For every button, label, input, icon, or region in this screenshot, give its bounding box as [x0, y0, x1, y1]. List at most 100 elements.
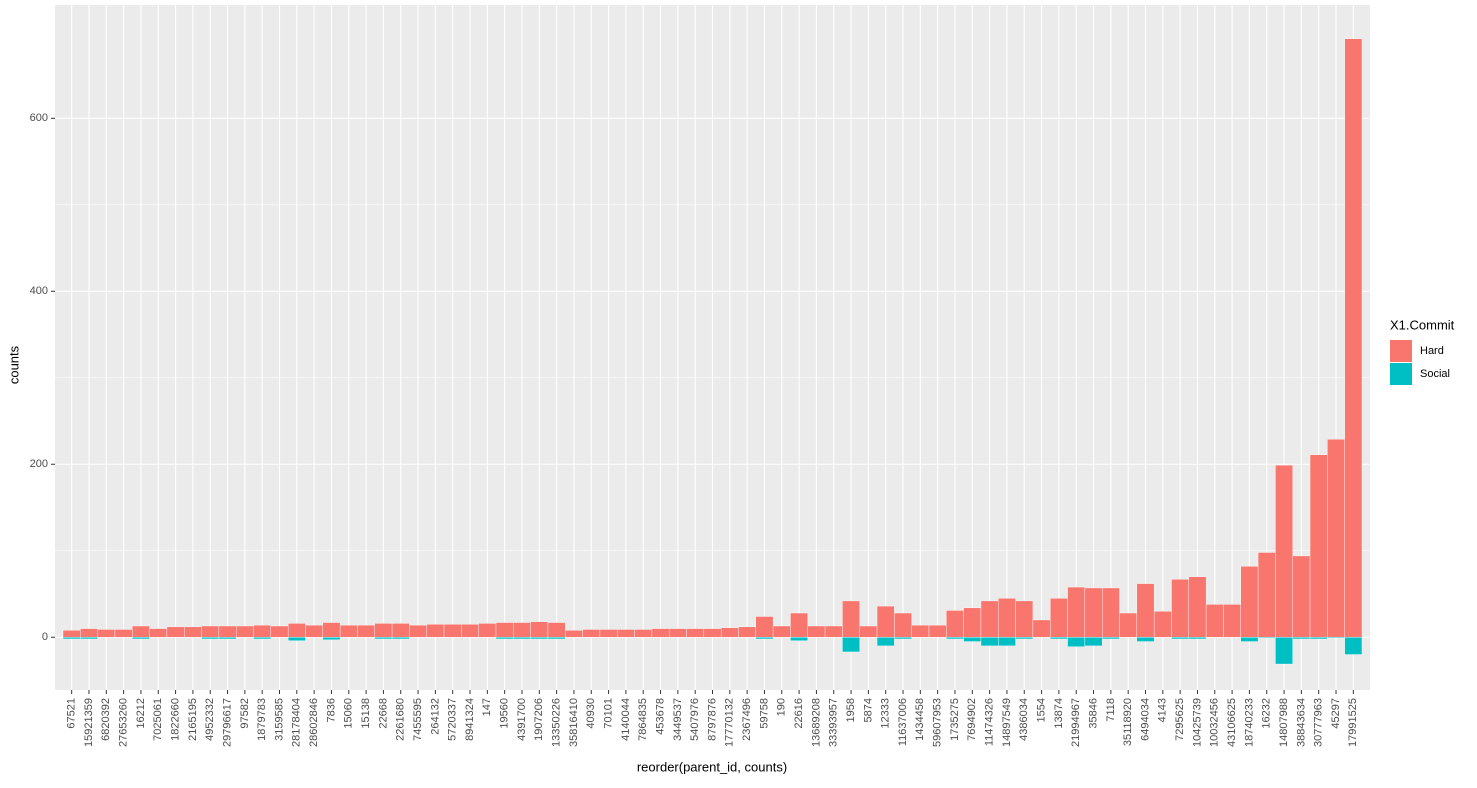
x-tick-label: 3449537 [672, 698, 684, 741]
y-tick-label: 400 [30, 285, 48, 297]
bar [287, 637, 306, 641]
bar [1119, 612, 1138, 638]
bar [184, 626, 202, 638]
x-tick-label: 1434458 [914, 698, 926, 741]
x-tick-label: 35816410 [568, 698, 580, 747]
x-tick-label: 70101 [602, 698, 614, 729]
bar [963, 607, 982, 638]
x-tick-label: 4140044 [620, 698, 632, 741]
x-tick-label: 45297 [1330, 698, 1342, 729]
x-tick-label: 6494034 [1139, 698, 1151, 741]
x-tick-label: 4391700 [516, 698, 528, 741]
x-tick-label: 2261680 [395, 698, 407, 741]
bar [772, 625, 791, 638]
bar [287, 623, 306, 638]
x-tick-label: 29796617 [221, 698, 233, 747]
x-tick-label: 7025061 [152, 698, 164, 741]
legend-key [1390, 340, 1412, 362]
x-tick-label: 1822660 [169, 698, 181, 741]
bar [114, 629, 133, 638]
x-tick-label: 7836 [325, 698, 337, 722]
x-tick-label: 21994967 [1070, 698, 1082, 747]
bar [218, 637, 237, 640]
x-tick-label: 97582 [239, 698, 251, 729]
bar [166, 626, 185, 638]
bar [946, 637, 964, 640]
bar [1101, 637, 1120, 640]
x-tick-label: 30777963 [1313, 698, 1325, 747]
x-tick-label: 5874 [862, 698, 874, 722]
bar [201, 637, 220, 640]
x-tick-label: 27653260 [118, 698, 130, 747]
bar [1309, 454, 1328, 638]
x-tick-label: 453678 [654, 698, 666, 735]
grid [55, 5, 1370, 690]
bar [703, 628, 722, 638]
bar [634, 629, 653, 638]
bar [998, 637, 1016, 647]
bar [409, 624, 427, 638]
bar [149, 628, 168, 638]
bar [374, 623, 393, 638]
x-tick-label: 8941324 [464, 698, 476, 741]
y-tick-label: 600 [30, 112, 48, 124]
x-tick-label: 17991525 [1347, 698, 1359, 747]
x-tick-label: 28602846 [308, 698, 320, 747]
x-tick-label: 59607953 [932, 698, 944, 747]
bar [1344, 637, 1363, 655]
x-tick-label: 5407976 [689, 698, 701, 741]
bar [720, 627, 739, 638]
axes: 0 200 400 600 67521 15921359 6820392 27653260 16… [30, 112, 1360, 747]
x-tick-label: 2165195 [187, 698, 199, 741]
bar [513, 622, 531, 638]
bar [1136, 583, 1155, 638]
bar [1032, 619, 1051, 638]
bar [530, 637, 549, 640]
bar [1101, 587, 1120, 638]
bar [1153, 611, 1172, 638]
x-tick-label: 8797876 [706, 698, 718, 741]
bar [1257, 552, 1276, 638]
x-tick-label: 40930 [585, 698, 597, 729]
x-tick-label: 14897549 [1001, 698, 1013, 747]
bar [547, 637, 566, 640]
bar [270, 625, 289, 638]
bar [790, 612, 808, 638]
x-tick-label: 16212 [135, 698, 147, 729]
x-tick-label: 11474326 [984, 698, 996, 746]
bar [911, 624, 930, 638]
bar [1015, 600, 1034, 638]
bar [547, 622, 566, 638]
bar [651, 628, 670, 638]
bar [132, 637, 150, 640]
bar [859, 625, 878, 638]
bar [963, 637, 982, 642]
bar [374, 637, 393, 640]
bar [998, 598, 1016, 638]
bar [391, 623, 410, 638]
bar [1309, 637, 1328, 640]
bar [80, 637, 98, 640]
x-tick-label: 13689208 [810, 698, 822, 747]
bar [1240, 637, 1259, 642]
bar [478, 623, 497, 638]
bar [1292, 637, 1311, 640]
bar [1171, 579, 1189, 638]
bar [894, 612, 912, 638]
legend-label: Hard [1420, 345, 1444, 357]
x-tick-label: 38843634 [1295, 698, 1307, 747]
x-tick-label: 7864835 [637, 698, 649, 741]
x-tick-label: 5720337 [447, 698, 459, 741]
bar [807, 625, 826, 638]
bar [97, 629, 116, 638]
x-tick-label: 190 [776, 698, 788, 716]
x-tick-label: 10032456 [1209, 698, 1221, 747]
x-tick-label: 4143 [1157, 698, 1169, 722]
x-tick-label: 147 [481, 698, 493, 716]
bar [235, 625, 254, 638]
bar [62, 637, 81, 640]
bar [755, 637, 774, 640]
bar [339, 624, 358, 638]
bar [669, 628, 687, 638]
